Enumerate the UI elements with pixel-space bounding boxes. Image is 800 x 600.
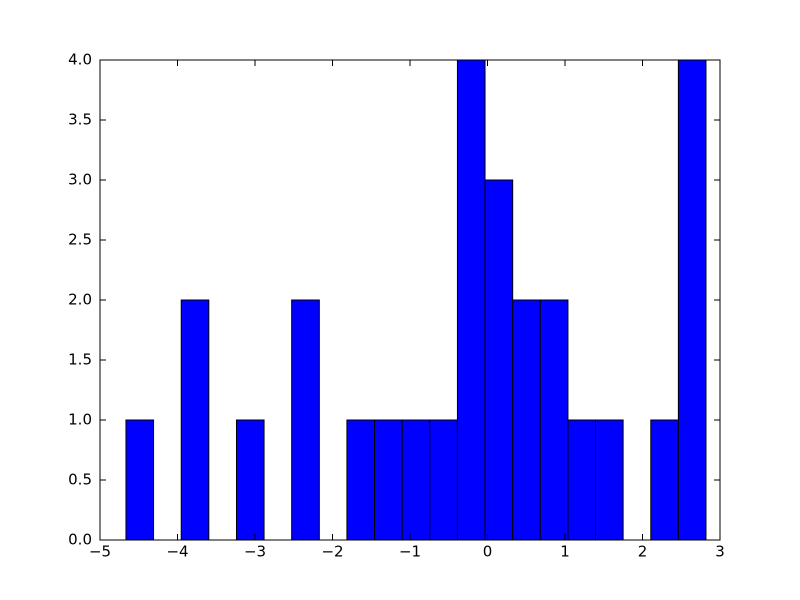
bar <box>235 419 265 541</box>
x-tick-label: 2 <box>638 543 648 561</box>
y-tick-label: 4.0 <box>68 51 92 69</box>
x-tick-label: −2 <box>321 543 343 561</box>
y-tick-label: 0.0 <box>68 531 92 549</box>
y-tick-label: 3.0 <box>68 171 92 189</box>
bar <box>291 299 320 541</box>
bar <box>595 419 624 541</box>
x-tick-label: 1 <box>560 543 570 561</box>
bar <box>456 59 486 541</box>
x-tick-label: 3 <box>715 543 725 561</box>
bar <box>125 419 155 541</box>
bar <box>429 419 458 541</box>
x-tick-label: −3 <box>244 543 266 561</box>
bar <box>567 419 597 541</box>
bar <box>180 299 210 541</box>
bar <box>539 299 569 541</box>
bar <box>677 59 707 541</box>
y-tick-label: 1.5 <box>68 351 92 369</box>
x-tick-label: −5 <box>89 543 111 561</box>
bar <box>374 419 403 541</box>
x-tick-label: −4 <box>166 543 188 561</box>
bar <box>512 299 541 541</box>
x-tick-label: 0 <box>483 543 493 561</box>
bar <box>401 419 431 541</box>
y-tick-label: 2.5 <box>68 231 92 249</box>
y-tick-label: 0.5 <box>68 471 92 489</box>
bar <box>650 419 679 541</box>
y-tick-label: 3.5 <box>68 111 92 129</box>
bar <box>346 419 376 541</box>
bar <box>484 179 514 541</box>
y-tick-label: 1.0 <box>68 411 92 429</box>
x-tick-label: −1 <box>399 543 421 561</box>
y-tick-label: 2.0 <box>68 291 92 309</box>
